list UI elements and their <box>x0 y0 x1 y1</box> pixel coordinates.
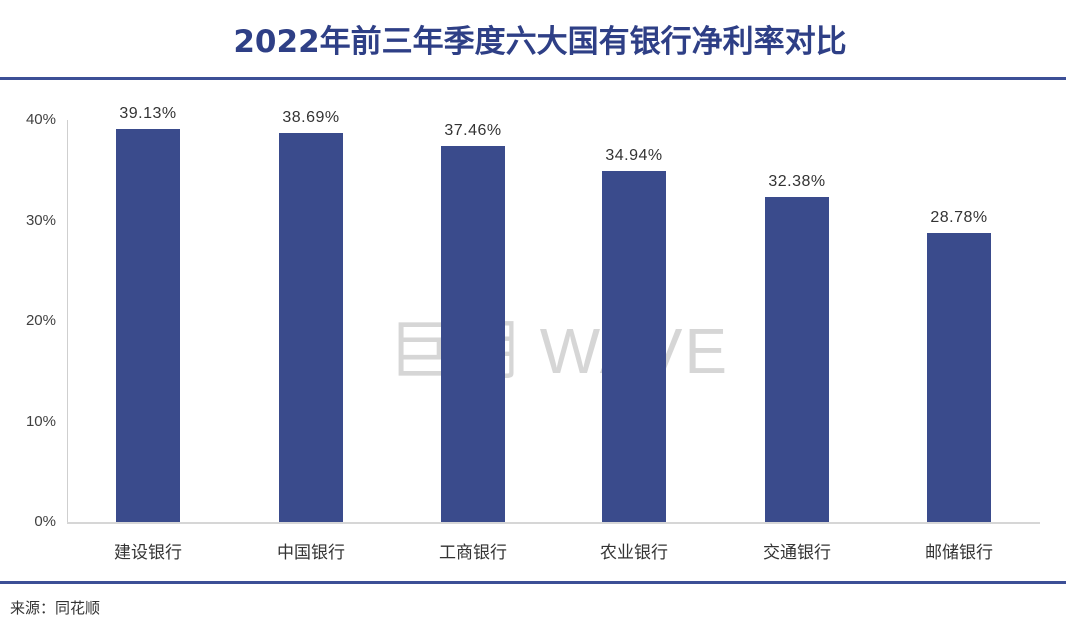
y-tick-label: 10% <box>25 413 56 430</box>
y-axis-line <box>67 120 68 523</box>
bar <box>116 128 180 522</box>
bar-value-label: 28.78% <box>930 208 988 226</box>
bar <box>927 232 991 522</box>
x-category-label: 邮储银行 <box>925 543 993 563</box>
bar-value-label: 34.94% <box>605 146 663 164</box>
bar <box>765 196 829 522</box>
bar <box>602 170 666 522</box>
source-note: 来源：同花顺 <box>10 599 101 617</box>
x-category-label: 交通银行 <box>763 543 831 563</box>
y-tick-label: 20% <box>25 312 56 329</box>
chart-title: 2022年前三年季度六大国有银行净利率对比 <box>233 24 847 60</box>
top-divider <box>0 77 1066 80</box>
bar <box>279 133 343 522</box>
y-tick-label: 0% <box>34 513 56 530</box>
bar <box>441 145 505 522</box>
watermark: 巨潮 WAVE <box>388 315 730 387</box>
bar-value-label: 38.69% <box>282 109 340 127</box>
bar-value-label: 39.13% <box>119 104 177 122</box>
bar-value-label: 37.46% <box>444 121 502 139</box>
x-category-label: 建设银行 <box>114 543 182 563</box>
x-category-label: 中国银行 <box>277 543 345 563</box>
y-tick-label: 40% <box>25 111 56 128</box>
x-category-label: 农业银行 <box>600 543 668 563</box>
y-tick-label: 30% <box>25 212 56 229</box>
x-axis-line <box>67 522 1040 524</box>
bottom-divider <box>0 581 1066 584</box>
bar-value-label: 32.38% <box>768 172 826 190</box>
x-category-label: 工商银行 <box>439 543 507 563</box>
